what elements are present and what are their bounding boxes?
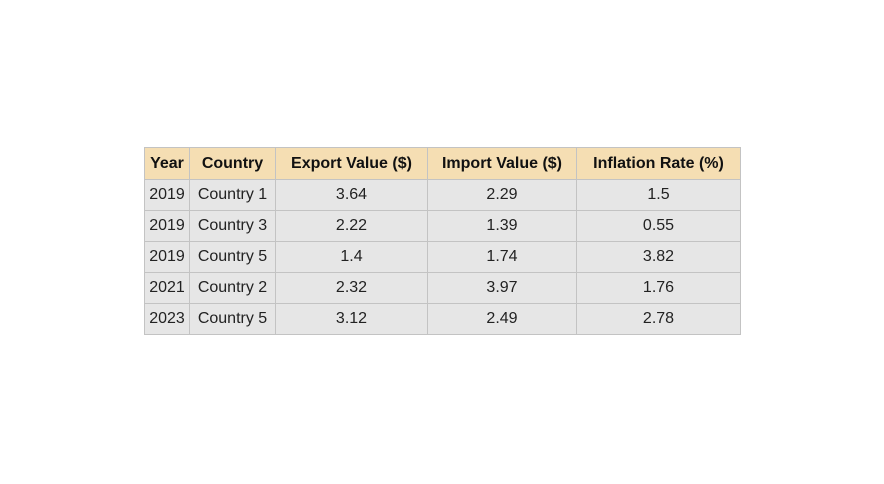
cell-year: 2019 — [144, 241, 190, 273]
cell-year: 2019 — [144, 210, 190, 242]
table-row: 2023 Country 5 3.12 2.49 2.78 — [144, 303, 741, 335]
cell-country: Country 3 — [189, 210, 276, 242]
cell-year: 2019 — [144, 179, 190, 211]
cell-import-value: 1.74 — [427, 241, 577, 273]
cell-inflation-rate: 1.76 — [576, 272, 741, 304]
cell-export-value: 2.32 — [275, 272, 428, 304]
header-country: Country — [189, 147, 276, 180]
cell-export-value: 3.64 — [275, 179, 428, 211]
cell-inflation-rate: 0.55 — [576, 210, 741, 242]
header-year: Year — [144, 147, 190, 180]
cell-country: Country 2 — [189, 272, 276, 304]
cell-import-value: 1.39 — [427, 210, 577, 242]
cell-export-value: 1.4 — [275, 241, 428, 273]
cell-year: 2021 — [144, 272, 190, 304]
data-table: Year Country Export Value ($) Import Val… — [144, 147, 741, 335]
table-row: 2019 Country 3 2.22 1.39 0.55 — [144, 210, 741, 242]
data-table-container: Year Country Export Value ($) Import Val… — [144, 147, 741, 335]
cell-country: Country 5 — [189, 303, 276, 335]
cell-inflation-rate: 3.82 — [576, 241, 741, 273]
cell-import-value: 2.49 — [427, 303, 577, 335]
header-inflation-rate: Inflation Rate (%) — [576, 147, 741, 180]
table-row: 2019 Country 1 3.64 2.29 1.5 — [144, 179, 741, 211]
header-import-value: Import Value ($) — [427, 147, 577, 180]
cell-country: Country 1 — [189, 179, 276, 211]
cell-import-value: 2.29 — [427, 179, 577, 211]
cell-export-value: 2.22 — [275, 210, 428, 242]
cell-year: 2023 — [144, 303, 190, 335]
cell-inflation-rate: 2.78 — [576, 303, 741, 335]
table-row: 2019 Country 5 1.4 1.74 3.82 — [144, 241, 741, 273]
cell-export-value: 3.12 — [275, 303, 428, 335]
cell-import-value: 3.97 — [427, 272, 577, 304]
cell-inflation-rate: 1.5 — [576, 179, 741, 211]
header-export-value: Export Value ($) — [275, 147, 428, 180]
cell-country: Country 5 — [189, 241, 276, 273]
header-row: Year Country Export Value ($) Import Val… — [144, 147, 741, 180]
table-row: 2021 Country 2 2.32 3.97 1.76 — [144, 272, 741, 304]
